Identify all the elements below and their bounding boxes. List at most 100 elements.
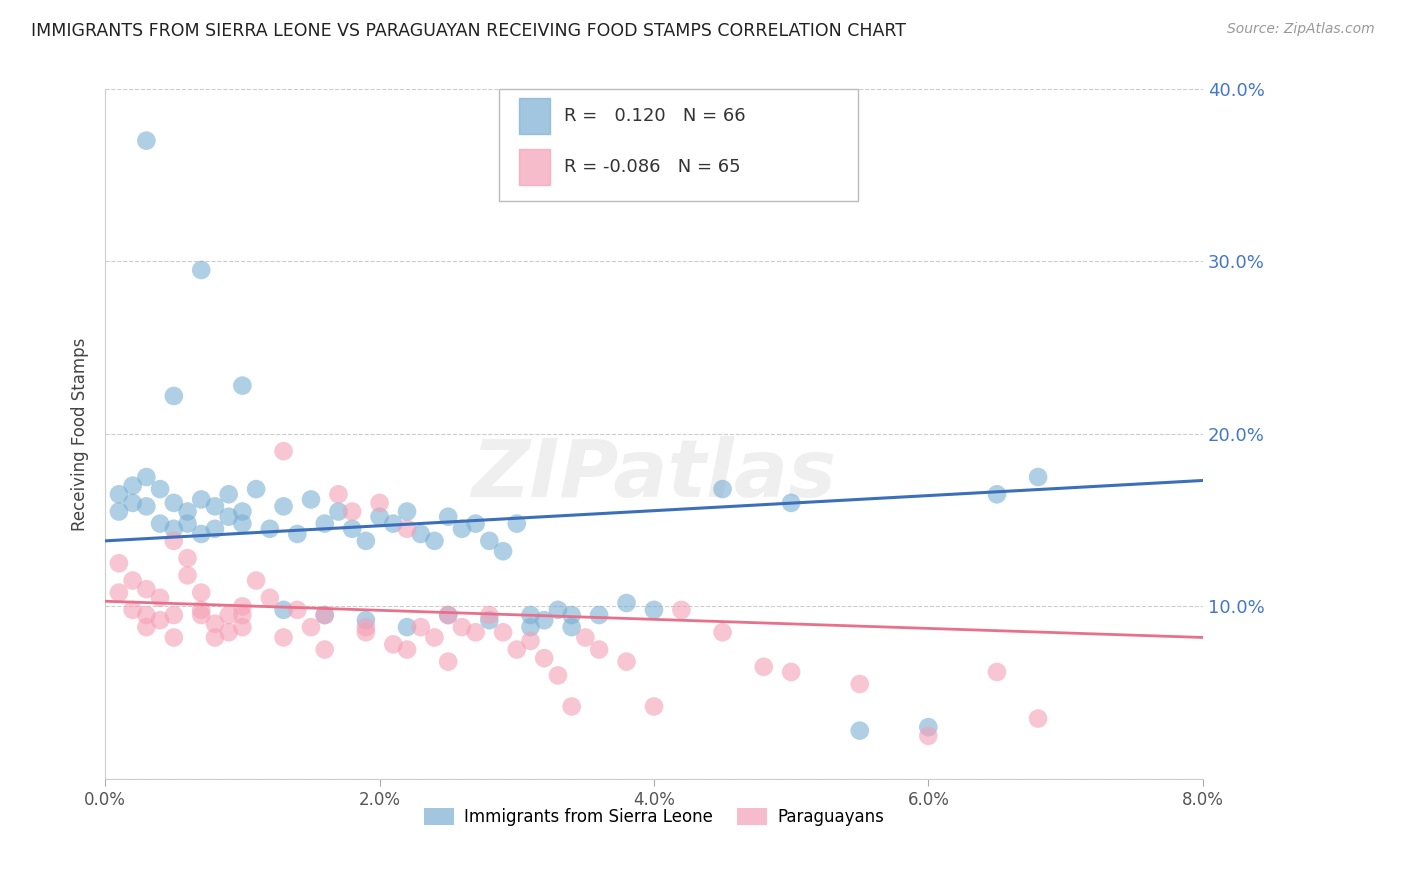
- Point: [464, 516, 486, 531]
- Point: [519, 608, 541, 623]
- Point: [561, 620, 583, 634]
- Point: [561, 608, 583, 623]
- Point: [314, 642, 336, 657]
- Point: [108, 556, 131, 570]
- Point: [492, 625, 515, 640]
- Point: [190, 608, 212, 623]
- Point: [190, 492, 212, 507]
- Point: [163, 533, 186, 548]
- Point: [245, 574, 267, 588]
- Legend: Immigrants from Sierra Leone, Paraguayans: Immigrants from Sierra Leone, Paraguayan…: [418, 801, 891, 833]
- Point: [917, 720, 939, 734]
- Point: [395, 642, 418, 657]
- Point: [273, 603, 295, 617]
- Point: [464, 625, 486, 640]
- Point: [506, 516, 529, 531]
- Point: [231, 620, 253, 634]
- Point: [340, 522, 363, 536]
- Point: [135, 608, 157, 623]
- Point: [135, 500, 157, 514]
- Point: [135, 620, 157, 634]
- Point: [259, 522, 281, 536]
- Point: [1026, 470, 1049, 484]
- Point: [204, 500, 226, 514]
- Text: R =   0.120   N = 66: R = 0.120 N = 66: [564, 107, 745, 125]
- Point: [354, 533, 377, 548]
- Point: [561, 699, 583, 714]
- Point: [121, 478, 143, 492]
- Point: [643, 699, 665, 714]
- Point: [437, 608, 460, 623]
- Point: [382, 516, 405, 531]
- Point: [780, 496, 803, 510]
- Point: [506, 642, 529, 657]
- Point: [163, 389, 186, 403]
- Point: [204, 631, 226, 645]
- Point: [163, 631, 186, 645]
- Point: [285, 603, 308, 617]
- Point: [848, 677, 870, 691]
- Text: ZIPatlas: ZIPatlas: [471, 436, 837, 515]
- Point: [299, 620, 322, 634]
- Point: [986, 665, 1008, 679]
- Point: [190, 585, 212, 599]
- Point: [547, 603, 569, 617]
- Point: [218, 608, 240, 623]
- Point: [135, 582, 157, 596]
- Point: [190, 263, 212, 277]
- Point: [176, 516, 198, 531]
- Point: [451, 620, 474, 634]
- Point: [285, 527, 308, 541]
- Point: [848, 723, 870, 738]
- Point: [135, 134, 157, 148]
- Point: [259, 591, 281, 605]
- Point: [149, 516, 172, 531]
- Point: [121, 603, 143, 617]
- Point: [314, 608, 336, 623]
- Point: [273, 631, 295, 645]
- Point: [711, 625, 734, 640]
- Point: [588, 642, 610, 657]
- Point: [492, 544, 515, 558]
- Point: [780, 665, 803, 679]
- Point: [218, 487, 240, 501]
- Point: [135, 470, 157, 484]
- Point: [395, 504, 418, 518]
- Point: [643, 603, 665, 617]
- Point: [588, 608, 610, 623]
- Point: [121, 496, 143, 510]
- Point: [163, 522, 186, 536]
- Point: [437, 509, 460, 524]
- Point: [368, 496, 391, 510]
- Point: [121, 574, 143, 588]
- Point: [547, 668, 569, 682]
- Point: [395, 620, 418, 634]
- Point: [451, 522, 474, 536]
- Point: [108, 487, 131, 501]
- Point: [149, 613, 172, 627]
- Point: [163, 496, 186, 510]
- Point: [616, 655, 638, 669]
- Point: [328, 487, 350, 501]
- Point: [752, 660, 775, 674]
- Point: [328, 504, 350, 518]
- Point: [533, 613, 555, 627]
- Point: [423, 631, 446, 645]
- Point: [176, 551, 198, 566]
- Point: [108, 504, 131, 518]
- Text: IMMIGRANTS FROM SIERRA LEONE VS PARAGUAYAN RECEIVING FOOD STAMPS CORRELATION CHA: IMMIGRANTS FROM SIERRA LEONE VS PARAGUAY…: [31, 22, 905, 40]
- Point: [1026, 712, 1049, 726]
- Point: [314, 608, 336, 623]
- Y-axis label: Receiving Food Stamps: Receiving Food Stamps: [72, 337, 89, 531]
- Point: [149, 482, 172, 496]
- Point: [533, 651, 555, 665]
- Point: [368, 509, 391, 524]
- Point: [190, 603, 212, 617]
- Point: [354, 620, 377, 634]
- Point: [382, 637, 405, 651]
- Point: [149, 591, 172, 605]
- Point: [409, 620, 432, 634]
- Point: [231, 378, 253, 392]
- Point: [574, 631, 596, 645]
- Point: [314, 516, 336, 531]
